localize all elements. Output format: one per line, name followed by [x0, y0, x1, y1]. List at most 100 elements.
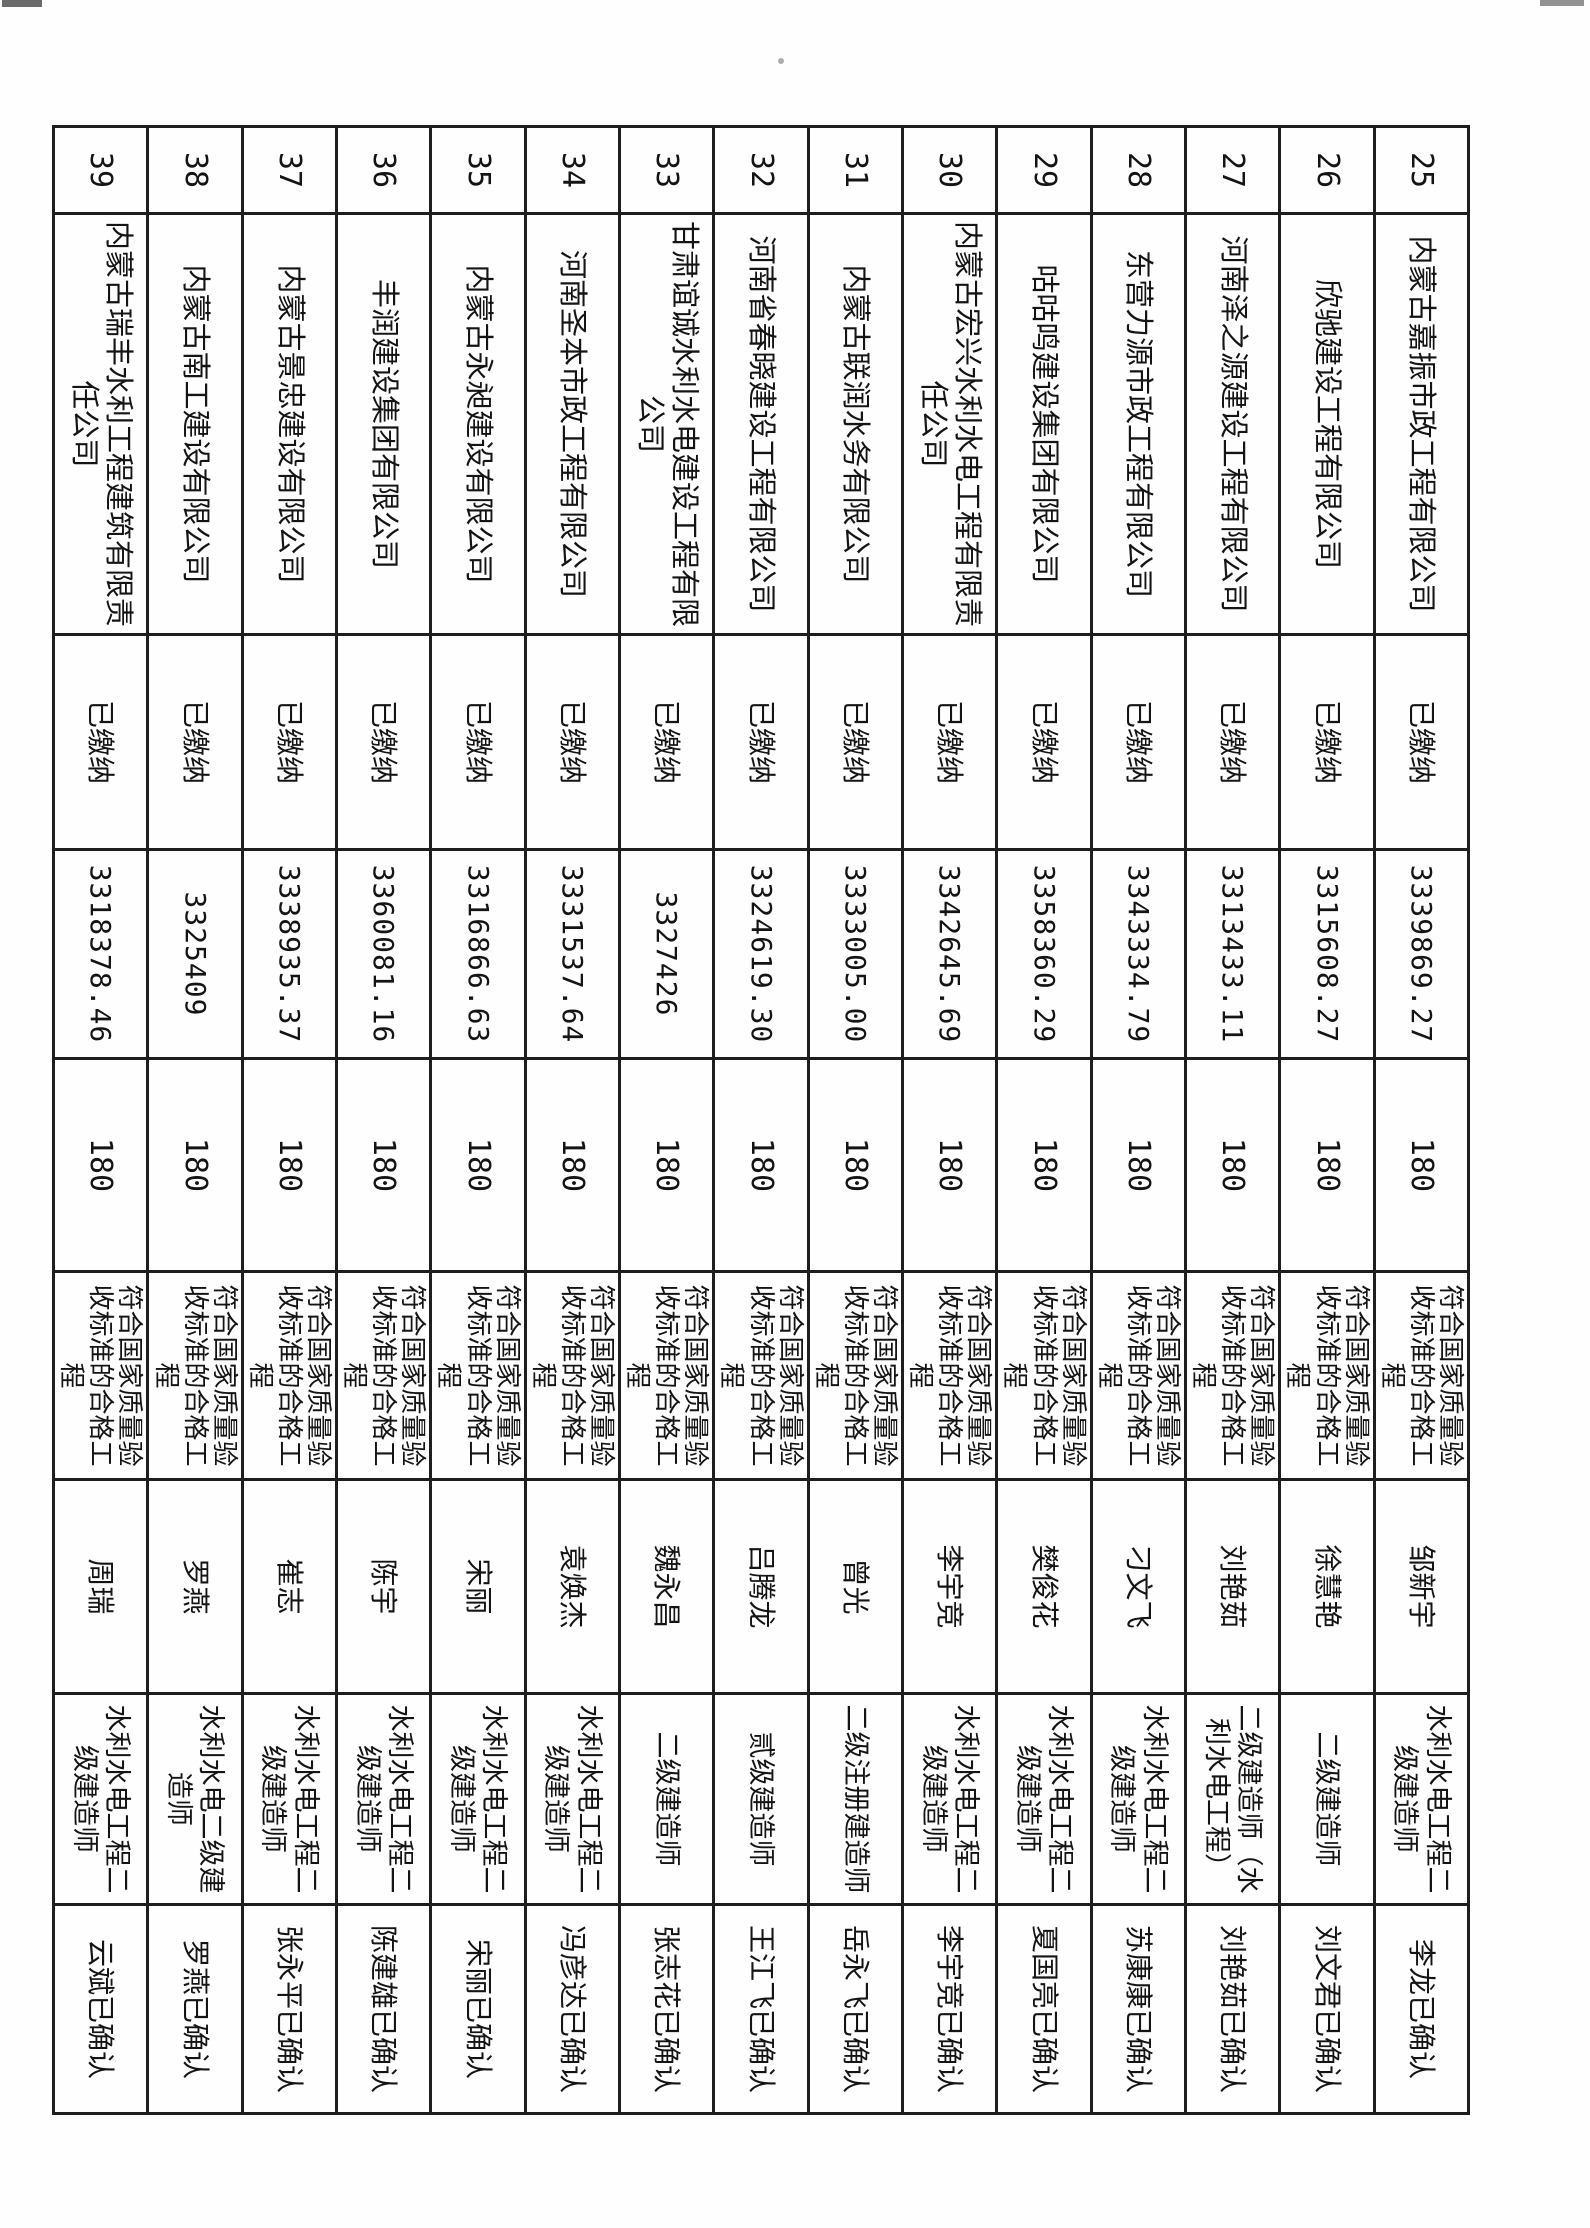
project-manager-name: 罗燕: [147, 1479, 243, 1694]
project-manager-name: 樊俊花: [996, 1479, 1092, 1694]
builder-qualification: 水利水电工程二级建造师: [525, 1693, 620, 1905]
company-name: 内蒙古嘉振市政工程有限公司: [1374, 213, 1469, 635]
table-row: 25 内蒙古嘉振市政工程有限公司 已缴纳 3339869.27 180 符合国家质量验收标…: [1374, 126, 1469, 2114]
bid-amount: 3315608.27: [1279, 849, 1375, 1059]
project-manager-name: 李宇竞: [902, 1479, 997, 1694]
quality-standard: 符合国家质量验收标准的合格工程: [902, 1271, 997, 1480]
project-manager-name: 邹新宇: [1374, 1479, 1469, 1694]
project-manager-name: 陈宇: [336, 1479, 431, 1694]
duration-days: 180: [808, 1058, 903, 1272]
project-manager-name: 袁焕杰: [525, 1479, 620, 1694]
deposit-status: 已缴纳: [1279, 634, 1375, 850]
company-name: 河南省春晓建设工程有限公司: [713, 213, 809, 635]
quality-standard: 符合国家质量验收标准的合格工程: [713, 1271, 809, 1480]
table-row: 28 东营力源市政工程有限公司 已缴纳 3343334.79 180 符合国家质量验收标准…: [1091, 126, 1186, 2114]
deposit-status: 已缴纳: [147, 634, 243, 850]
quality-standard: 符合国家质量验收标准的合格工程: [336, 1271, 431, 1480]
project-manager-name: 曾光: [808, 1479, 903, 1694]
bid-amount: 3318378.46: [53, 849, 148, 1059]
company-name: 甘肃谊诚水利水电建设工程有限公司: [619, 213, 714, 635]
bid-amount: 3325409: [147, 849, 243, 1059]
company-name: 内蒙古宏兴水利水电工程有限责任公司: [902, 213, 997, 635]
company-name: 河南圣本市政工程有限公司: [525, 213, 620, 635]
bid-amount: 3343334.79: [1091, 849, 1186, 1059]
builder-qualification: 水利水电工程二级建造师: [996, 1693, 1092, 1905]
bid-amount: 3313433.11: [1185, 849, 1280, 1059]
project-manager-name: 刘艳茹: [1185, 1479, 1280, 1694]
serial-number: 29: [996, 126, 1092, 214]
table-row: 35 内蒙古永昶建设有限公司 已缴纳 3316866.63 180 符合国家质量验收标准的…: [430, 126, 526, 2114]
deposit-status: 已缴纳: [242, 634, 337, 850]
table-row: 39 内蒙古瑞丰水利工程建筑有限责任公司 已缴纳 3318378.46 180 符合国家质…: [53, 126, 148, 2114]
table-row: 32 河南省春晓建设工程有限公司 已缴纳 3324619.30 180 符合国家质量验收标…: [713, 126, 809, 2114]
duration-days: 180: [525, 1058, 620, 1272]
quality-standard: 符合国家质量验收标准的合格工程: [1374, 1271, 1469, 1480]
deposit-status: 已缴纳: [996, 634, 1092, 850]
duration-days: 180: [902, 1058, 997, 1272]
scanner-edge-mark: [1540, 0, 1584, 6]
quality-standard: 符合国家质量验收标准的合格工程: [430, 1271, 526, 1480]
deposit-status: 已缴纳: [1185, 634, 1280, 850]
builder-qualification: 二级建造师: [619, 1693, 714, 1905]
quality-standard: 符合国家质量验收标准的合格工程: [996, 1271, 1092, 1480]
confirmation-status: 陈建雄已确认: [336, 1904, 431, 2114]
project-manager-name: 周瑞: [53, 1479, 148, 1694]
builder-qualification: 水利水电工程二级建造师: [430, 1693, 526, 1905]
serial-number: 35: [430, 126, 526, 214]
confirmation-status: 岳永飞已确认: [808, 1904, 903, 2114]
serial-number: 34: [525, 126, 620, 214]
serial-number: 32: [713, 126, 809, 214]
builder-qualification: 水利水电工程二级建造师: [53, 1693, 148, 1905]
deposit-status: 已缴纳: [1091, 634, 1186, 850]
table-row: 26 欣驰建设工程有限公司 已缴纳 3315608.27 180 符合国家质量验收标准的合…: [1279, 126, 1375, 2114]
project-manager-name: 魏永昌: [619, 1479, 714, 1694]
bid-amount: 3338935.37: [242, 849, 337, 1059]
deposit-status: 已缴纳: [1374, 634, 1469, 850]
bid-amount: 3358360.29: [996, 849, 1092, 1059]
duration-days: 180: [996, 1058, 1092, 1272]
duration-days: 180: [147, 1058, 243, 1272]
deposit-status: 已缴纳: [525, 634, 620, 850]
bid-amount: 3342645.69: [902, 849, 997, 1059]
company-name: 内蒙古南工建设有限公司: [147, 213, 243, 635]
confirmation-status: 张志花已确认: [619, 1904, 714, 2114]
project-manager-name: 刁文飞: [1091, 1479, 1186, 1694]
bid-amount: 3339869.27: [1374, 849, 1469, 1059]
builder-qualification: 水利水电工程二级建造师: [242, 1693, 337, 1905]
table-row: 34 河南圣本市政工程有限公司 已缴纳 3331537.64 180 符合国家质量验收标准…: [525, 126, 620, 2114]
duration-days: 180: [336, 1058, 431, 1272]
table-row: 37 内蒙古景忠建设有限公司 已缴纳 3338935.37 180 符合国家质量验收标准的…: [242, 126, 337, 2114]
deposit-status: 已缴纳: [619, 634, 714, 850]
company-name: 内蒙古景忠建设有限公司: [242, 213, 337, 635]
quality-standard: 符合国家质量验收标准的合格工程: [242, 1271, 337, 1480]
deposit-status: 已缴纳: [902, 634, 997, 850]
deposit-status: 已缴纳: [53, 634, 148, 850]
confirmation-status: 李龙已确认: [1374, 1904, 1469, 2114]
serial-number: 31: [808, 126, 903, 214]
duration-days: 180: [1185, 1058, 1280, 1272]
confirmation-status: 王江飞已确认: [713, 1904, 809, 2114]
serial-number: 25: [1374, 126, 1469, 214]
duration-days: 180: [1374, 1058, 1469, 1272]
serial-number: 28: [1091, 126, 1186, 214]
table-row: 30 内蒙古宏兴水利水电工程有限责任公司 已缴纳 3342645.69 180 符合国家质…: [902, 126, 997, 2114]
builder-qualification: 二级注册建造师: [808, 1693, 903, 1905]
company-name: 丰润建设集团有限公司: [336, 213, 431, 635]
confirmation-status: 夏国亮已确认: [996, 1904, 1092, 2114]
table-row: 38 内蒙古南工建设有限公司 已缴纳 3325409 180 符合国家质量验收标准的合格工…: [147, 126, 243, 2114]
scanner-edge-mark: [2, 0, 42, 7]
table-row: 36 丰润建设集团有限公司 已缴纳 3360081.16 180 符合国家质量验收标准的合…: [336, 126, 431, 2114]
bid-amount: 3324619.30: [713, 849, 809, 1059]
serial-number: 37: [242, 126, 337, 214]
quality-standard: 符合国家质量验收标准的合格工程: [147, 1271, 243, 1480]
builder-qualification: 水利水电二级建造师: [147, 1693, 243, 1905]
confirmation-status: 李宇竞已确认: [902, 1904, 997, 2114]
confirmation-status: 刘文君已确认: [1279, 1904, 1375, 2114]
project-manager-name: 吕腾龙: [713, 1479, 809, 1694]
serial-number: 26: [1279, 126, 1375, 214]
company-name: 内蒙古联润水务有限公司: [808, 213, 903, 635]
deposit-status: 已缴纳: [336, 634, 431, 850]
table-row: 33 甘肃谊诚水利水电建设工程有限公司 已缴纳 3327426 180 符合国家质量验收标…: [619, 126, 714, 2114]
bid-amount: 3316866.63: [430, 849, 526, 1059]
bid-amount: 3331537.64: [525, 849, 620, 1059]
